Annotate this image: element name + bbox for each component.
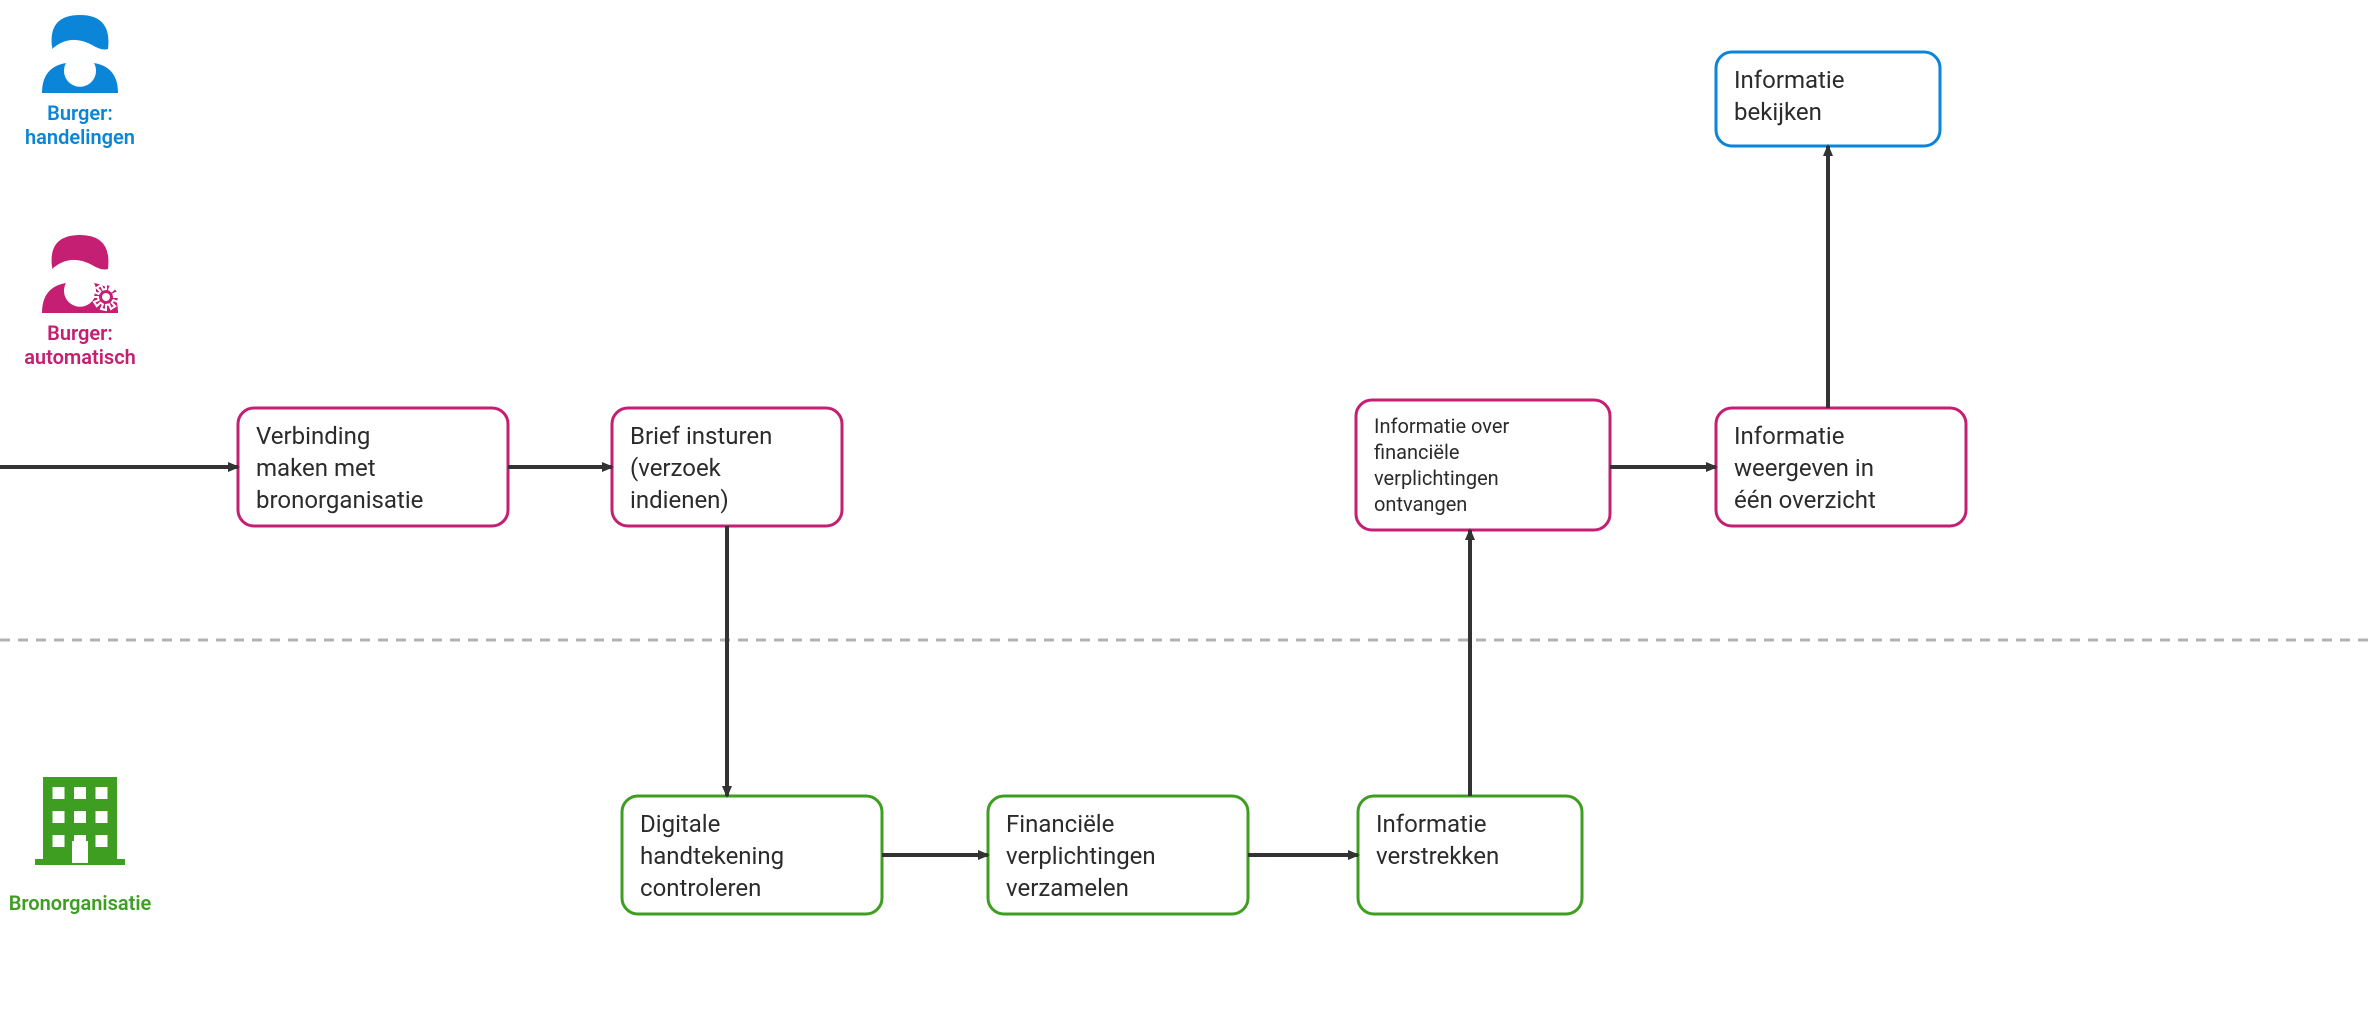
person-icon bbox=[42, 15, 118, 93]
lane-label: Bronorganisatie bbox=[9, 891, 152, 915]
building-icon bbox=[35, 777, 125, 865]
flow-node: Digitalehandtekeningcontroleren bbox=[622, 796, 882, 914]
flow-node: Informatie overfinanciëleverplichtingeno… bbox=[1356, 400, 1610, 530]
person-gear-icon bbox=[42, 235, 119, 313]
flow-node: Informatieverstrekken bbox=[1358, 796, 1582, 914]
flow-node: Financiëleverplichtingenverzamelen bbox=[988, 796, 1248, 914]
flow-node: Informatieweergeven inéén overzicht bbox=[1716, 408, 1966, 526]
flowchart-canvas: Burger:handelingen Burger:automatisch Bron… bbox=[0, 0, 2374, 1028]
flow-node: Informatiebekijken bbox=[1716, 52, 1940, 146]
flow-node: Brief insturen(verzoekindienen) bbox=[612, 408, 842, 526]
flow-node: Verbindingmaken metbronorganisatie bbox=[238, 408, 508, 526]
lane-label: Burger:handelingen bbox=[25, 101, 135, 149]
lane-label: Burger:automatisch bbox=[24, 321, 136, 369]
